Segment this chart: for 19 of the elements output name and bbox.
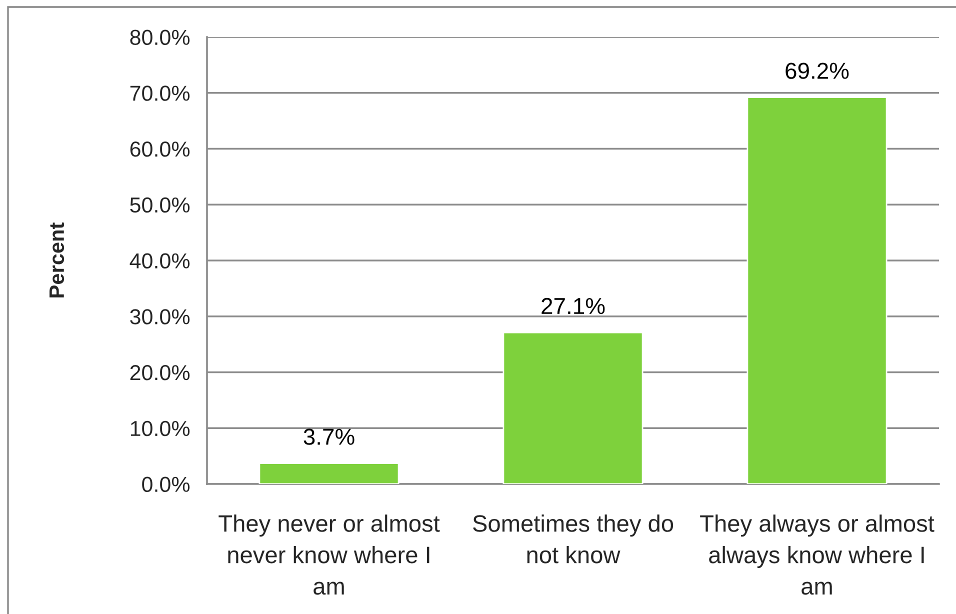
data-label: 69.2%: [786, 62, 849, 79]
y-tick-label: 60.0%: [130, 142, 190, 157]
y-axis-title: Percent: [50, 222, 64, 298]
x-tick-label: They never or almost never know where I am: [218, 514, 440, 595]
bar: [502, 332, 644, 484]
y-tick-label: 80.0%: [130, 30, 190, 46]
y-tick-label: 70.0%: [130, 86, 190, 101]
y-tick-label: 40.0%: [130, 253, 190, 269]
y-tick-label: 50.0%: [130, 197, 190, 213]
y-tick-label: 10.0%: [130, 420, 190, 436]
bar: [746, 96, 888, 484]
data-label: 27.1%: [542, 298, 605, 314]
y-tick-label: 30.0%: [130, 309, 190, 324]
bar: [258, 462, 400, 484]
x-tick-label: They always or almost always know where I am: [700, 514, 934, 595]
y-tick-label: 20.0%: [130, 365, 190, 380]
data-label: 3.7%: [304, 428, 354, 445]
y-tick-label: 0.0%: [142, 476, 190, 492]
x-tick-label: Sometimes they do not know: [473, 514, 674, 564]
